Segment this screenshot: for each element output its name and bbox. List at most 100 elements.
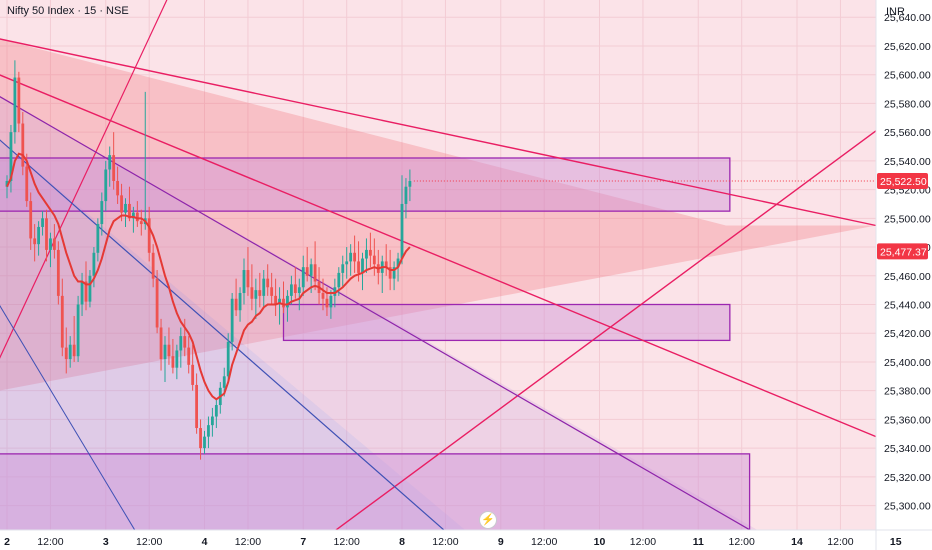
candle-body[interactable] [13, 77, 17, 133]
candle-body[interactable] [64, 347, 68, 360]
candle-body[interactable] [147, 218, 151, 253]
candle-body[interactable] [29, 201, 33, 239]
candle-body[interactable] [68, 344, 72, 360]
candle-body[interactable] [262, 278, 266, 296]
candle-body[interactable] [230, 298, 234, 342]
candle-body[interactable] [199, 428, 202, 449]
candle-body[interactable] [214, 405, 218, 417]
candle-body[interactable] [333, 287, 337, 296]
candle-body[interactable] [100, 201, 104, 225]
candle-body[interactable] [345, 261, 349, 265]
candle-body[interactable] [408, 180, 412, 187]
candle-body[interactable] [282, 298, 285, 308]
candle-body[interactable] [250, 287, 254, 299]
candle-body[interactable] [49, 238, 52, 250]
candle-body[interactable] [321, 293, 325, 299]
candle-body[interactable] [116, 180, 119, 196]
candle-body[interactable] [369, 249, 372, 256]
candle-body[interactable] [167, 344, 171, 357]
candle-body[interactable] [246, 270, 250, 288]
red-steep-support[interactable] [0, 0, 212, 368]
candle-body[interactable] [9, 132, 13, 181]
purple-falling[interactable] [0, 96, 758, 535]
candle-body[interactable] [96, 224, 100, 253]
candle-body[interactable] [76, 304, 80, 357]
candle-body[interactable] [388, 267, 392, 279]
candle-body[interactable] [290, 284, 293, 296]
red-rising-support[interactable] [284, 124, 885, 550]
lightning-icon[interactable]: ⚡ [479, 511, 497, 529]
candle-body[interactable] [128, 203, 131, 219]
candle-body[interactable] [92, 252, 96, 276]
candle-body[interactable] [207, 425, 210, 437]
candle-body[interactable] [104, 169, 108, 202]
candle-body[interactable] [361, 258, 364, 273]
candle-body[interactable] [357, 261, 360, 273]
candle-body[interactable] [349, 252, 353, 262]
candle-body[interactable] [33, 238, 37, 245]
candle-body[interactable] [266, 278, 270, 288]
candle-body[interactable] [238, 293, 242, 311]
candle-body[interactable] [293, 284, 297, 294]
candle-body[interactable] [135, 212, 139, 222]
candle-body[interactable] [56, 249, 60, 296]
candle-body[interactable] [187, 347, 191, 365]
candle-body[interactable] [305, 267, 309, 276]
candle-body[interactable] [17, 77, 21, 124]
candle-body[interactable] [353, 252, 356, 262]
lower-zone[interactable] [0, 453, 751, 540]
candle-body[interactable] [404, 186, 408, 204]
candle-body[interactable] [325, 298, 329, 308]
candle-body[interactable] [25, 166, 29, 202]
candle-body[interactable] [337, 272, 341, 288]
candle-body[interactable] [384, 261, 388, 268]
candle-body[interactable] [171, 356, 175, 368]
candle-body[interactable] [222, 376, 226, 388]
candle-body[interactable] [132, 212, 135, 219]
candle-body[interactable] [53, 238, 56, 250]
candle-body[interactable] [274, 295, 277, 305]
teal-falling[interactable] [0, 304, 138, 535]
candle-body[interactable] [309, 264, 313, 276]
candle-body[interactable] [341, 264, 345, 273]
candle-body[interactable] [112, 155, 116, 181]
candle-body[interactable] [297, 287, 301, 294]
candle-body[interactable] [37, 226, 40, 245]
candle-body[interactable] [195, 384, 198, 429]
candle-body[interactable] [396, 258, 400, 268]
candle-body[interactable] [242, 270, 246, 294]
candle-body[interactable] [108, 155, 112, 170]
candle-body[interactable] [329, 295, 333, 308]
candle-body[interactable] [155, 278, 159, 328]
candle-body[interactable] [151, 252, 155, 279]
candle-body[interactable] [159, 327, 163, 360]
candle-body[interactable] [278, 298, 281, 305]
candle-body[interactable] [179, 336, 183, 351]
candle-body[interactable] [72, 344, 76, 357]
time-axis[interactable] [0, 530, 876, 550]
red-upper-resistance[interactable] [0, 38, 877, 227]
candle-body[interactable] [175, 350, 179, 368]
candle-body[interactable] [5, 180, 9, 187]
symbol-title[interactable]: Nifty 50 Index · 15 · NSE [7, 5, 129, 17]
candle-body[interactable] [226, 341, 230, 377]
candle-body[interactable] [120, 195, 123, 213]
candle-body[interactable] [203, 436, 206, 449]
candle-body[interactable] [400, 203, 404, 259]
price-axis[interactable] [876, 0, 932, 550]
candle-body[interactable] [258, 290, 262, 296]
candle-body[interactable] [313, 264, 317, 282]
candle-body[interactable] [139, 221, 143, 225]
candle-body[interactable] [124, 203, 127, 213]
candle-body[interactable] [254, 290, 258, 299]
candle-body[interactable] [392, 267, 396, 279]
candle-body[interactable] [163, 344, 167, 360]
candle-body[interactable] [41, 218, 44, 227]
candle-body[interactable] [372, 255, 376, 265]
candle-body[interactable] [88, 275, 92, 302]
candle-body[interactable] [80, 281, 84, 305]
candle-body[interactable] [270, 287, 274, 296]
candle-body[interactable] [84, 281, 88, 302]
candle-body[interactable] [365, 249, 368, 259]
